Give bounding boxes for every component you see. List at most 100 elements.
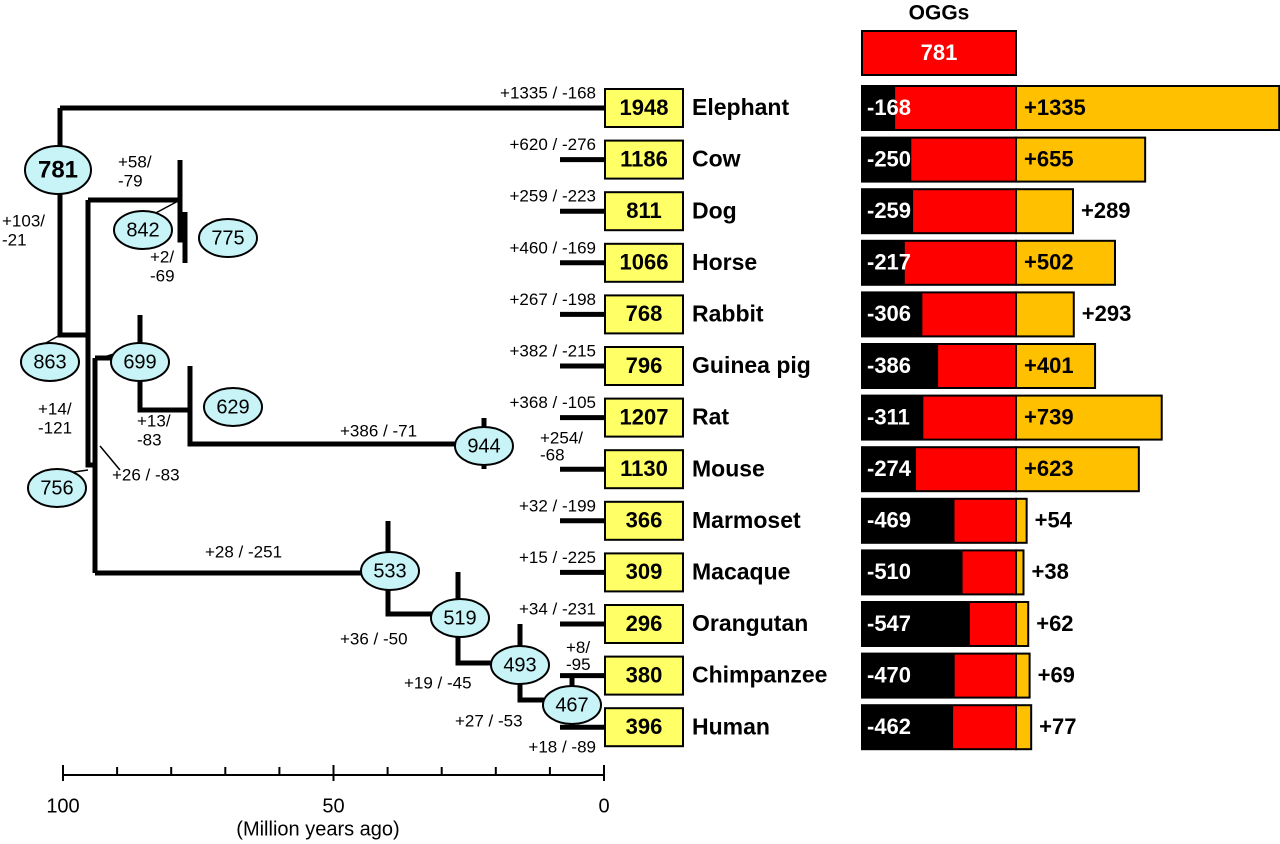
species-count: 1066	[620, 250, 669, 275]
gain-bar	[1015, 85, 1280, 131]
node-label: 519	[443, 607, 476, 629]
loss-bar	[862, 602, 970, 646]
count-box	[604, 604, 684, 644]
species-count: 1186	[620, 146, 668, 171]
node-ellipse	[110, 342, 170, 382]
gain-label: +62	[1036, 611, 1073, 636]
count-box	[604, 242, 684, 283]
branch-label: +19 / -45	[404, 673, 472, 692]
gain-label: +401	[1024, 353, 1074, 378]
node-ellipse	[24, 145, 92, 195]
gain-bar	[1015, 343, 1097, 389]
branch-label: +382 / -215	[510, 341, 597, 360]
tick-label: 0	[598, 795, 609, 817]
node-ellipse	[113, 210, 173, 250]
node-ellipse	[20, 342, 80, 382]
count-box	[604, 139, 684, 180]
species-count: 811	[626, 198, 662, 223]
branch-label: -69	[150, 266, 175, 285]
species-count: 1948	[620, 95, 669, 120]
gain-label: +502	[1024, 250, 1074, 275]
loss-bar	[862, 705, 954, 750]
gain-label: +1335	[1024, 95, 1086, 120]
species-count: 396	[626, 714, 663, 739]
branch-label: +15 / -225	[519, 548, 596, 567]
branch-label: +58/	[118, 152, 152, 171]
node-ellipse	[430, 598, 490, 638]
gain-bar	[1015, 239, 1116, 286]
branch-label: +27 / -53	[455, 711, 523, 730]
count-box	[604, 655, 684, 696]
branch-label: -79	[118, 171, 143, 190]
gain-bar	[1015, 497, 1028, 544]
species-name: Mouse	[692, 455, 765, 481]
gain-bar	[1015, 601, 1030, 647]
gain-bar	[1015, 652, 1031, 699]
count-box	[604, 346, 684, 386]
branch-label: +32 / -199	[519, 496, 596, 515]
loss-label: -274	[867, 456, 912, 481]
species-name: Horse	[692, 249, 757, 275]
gain-bar	[1015, 291, 1075, 338]
bar-title: OGGs	[909, 2, 970, 25]
count-box	[604, 88, 684, 128]
branch-label: +18 / -89	[528, 738, 596, 757]
species-count: 1207	[620, 404, 669, 429]
gain-label: +77	[1039, 714, 1076, 739]
count-box	[604, 397, 684, 438]
loss-bar	[862, 447, 917, 492]
species-count: 1130	[620, 456, 668, 481]
species-name: Macaque	[692, 558, 790, 584]
node-label: 493	[503, 654, 536, 676]
loss-bar	[862, 395, 924, 440]
branch-label: -83	[137, 430, 162, 449]
species-count: 796	[626, 353, 663, 378]
loss-label: -259	[867, 198, 911, 223]
branch-label: +2/	[150, 247, 174, 266]
branch-label: +8/	[566, 638, 590, 657]
species-name: Chimpanzee	[692, 662, 827, 688]
node-label: 781	[38, 156, 78, 183]
node-ellipse	[27, 468, 87, 508]
gain-label: +38	[1031, 559, 1068, 584]
species-count: 296	[626, 611, 663, 636]
loss-label: -250	[867, 146, 911, 171]
node-ellipse	[542, 685, 602, 725]
gain-bar	[1015, 549, 1025, 596]
gain-label: +655	[1024, 146, 1074, 171]
species-name: Rabbit	[692, 300, 764, 326]
loss-bar	[862, 344, 939, 388]
gain-label: +54	[1035, 508, 1073, 533]
loss-label: -547	[867, 611, 911, 636]
species-count: 366	[626, 508, 663, 533]
tick-label: 50	[322, 795, 344, 817]
node-label: 756	[40, 477, 73, 499]
branch-label: -121	[38, 418, 72, 437]
branch-label: +14/	[38, 399, 72, 418]
tick-label: 100	[46, 795, 79, 817]
loss-label: -469	[867, 508, 911, 533]
root-bar	[861, 30, 1017, 76]
loss-label: -306	[867, 301, 911, 326]
axis-label: (Million years ago)	[236, 818, 399, 840]
count-box	[604, 552, 684, 593]
gain-bar	[1015, 704, 1033, 751]
loss-label: -510	[867, 559, 911, 584]
gain-label: +289	[1081, 198, 1131, 223]
node-label: 842	[126, 219, 159, 241]
branch-label: +103/	[2, 211, 45, 230]
loss-bar	[862, 498, 955, 543]
gain-label: +293	[1082, 301, 1132, 326]
loss-bar	[862, 189, 914, 234]
branch-label: +460 / -169	[510, 238, 597, 257]
loss-label: -462	[867, 714, 911, 739]
species-name: Dog	[692, 197, 737, 223]
gain-label: +69	[1038, 662, 1075, 687]
branch-label: +26 / -83	[112, 465, 180, 484]
node-label: 629	[216, 396, 249, 418]
species-name: Rat	[692, 404, 729, 430]
count-box	[604, 500, 684, 541]
loss-bar	[862, 137, 912, 182]
gain-bar	[1015, 446, 1140, 493]
